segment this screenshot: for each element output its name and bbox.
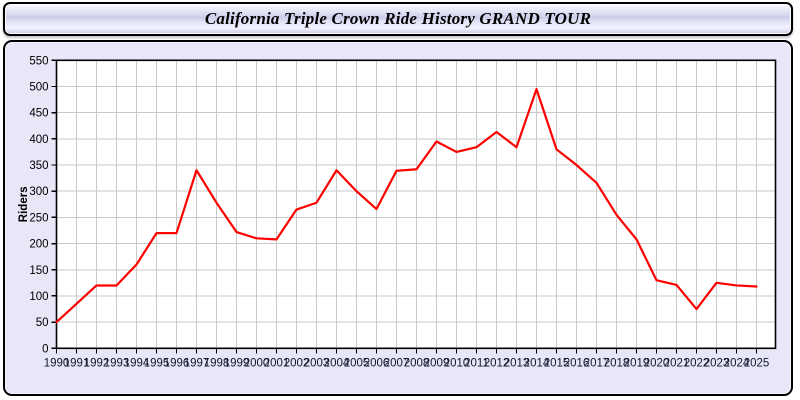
x-tick-label: 2024 [724,357,750,369]
x-tick-label: 2005 [344,357,370,369]
x-tick-label: 2023 [704,357,730,369]
x-tick-label: 2008 [404,357,430,369]
y-axis-title: Riders [18,186,30,222]
y-tick-label: 50 [36,317,49,329]
x-tick-label: 2010 [444,357,470,369]
chart-title: California Triple Crown Ride History GRA… [204,9,592,28]
y-tick-label: 400 [29,134,48,146]
x-tick-label: 2017 [584,357,610,369]
x-tick-label: 2020 [644,357,670,369]
x-tick-label: 1991 [64,357,90,369]
line-chart: 0501001502002503003504004505005501990199… [18,55,777,369]
x-tick-label: 2006 [364,357,390,369]
x-tick-label: 2025 [744,357,770,369]
x-tick-label: 2014 [524,357,550,369]
x-tick-label: 1994 [124,357,150,369]
x-tick-label: 1999 [224,357,250,369]
x-tick-label: 2022 [684,357,710,369]
x-tick-label: 2016 [564,357,590,369]
x-tick-label: 1990 [44,357,70,369]
y-tick-label: 350 [29,160,48,172]
gridlines [56,60,776,349]
x-tick-label: 2001 [264,357,290,369]
x-tick-label: 2000 [244,357,270,369]
y-tick-label: 500 [29,81,48,93]
y-tick-label: 0 [42,343,48,355]
riders-line [55,87,758,324]
title-banner: California Triple Crown Ride History GRA… [3,2,793,36]
y-tick-label: 150 [29,265,48,277]
x-tick-label: 2004 [324,357,350,369]
chart-panel: 0 50 100 150 200 250 300 350 400 450 500 550 1990 199… [3,40,793,396]
x-tick-label: 2019 [624,357,650,369]
y-tick-label: 450 [29,108,48,120]
axis-ticks [51,59,758,354]
x-tick-label: 1993 [104,357,130,369]
x-tick-label: 1996 [164,357,190,369]
x-tick-label: 1997 [184,357,210,369]
x-tick-label: 2015 [544,357,570,369]
axis-labels: 0501001502002503003504004505005501990199… [29,55,769,369]
x-tick-label: 2003 [304,357,330,369]
y-tick-label: 200 [29,239,48,251]
x-tick-label: 2013 [504,357,530,369]
x-tick-label: 1992 [84,357,110,369]
x-tick-label: 2007 [384,357,410,369]
x-tick-label: 2012 [484,357,510,369]
y-tick-label: 550 [29,55,48,67]
x-tick-label: 2021 [664,357,690,369]
x-tick-label: 1995 [144,357,170,369]
y-tick-label: 250 [29,212,48,224]
x-tick-label: 2002 [284,357,310,369]
x-tick-label: 2009 [424,357,450,369]
y-tick-label: 300 [29,186,48,198]
x-tick-label: 2011 [464,357,489,369]
y-tick-label: 100 [29,291,48,303]
x-tick-label: 2018 [604,357,630,369]
x-tick-label: 1998 [204,357,230,369]
